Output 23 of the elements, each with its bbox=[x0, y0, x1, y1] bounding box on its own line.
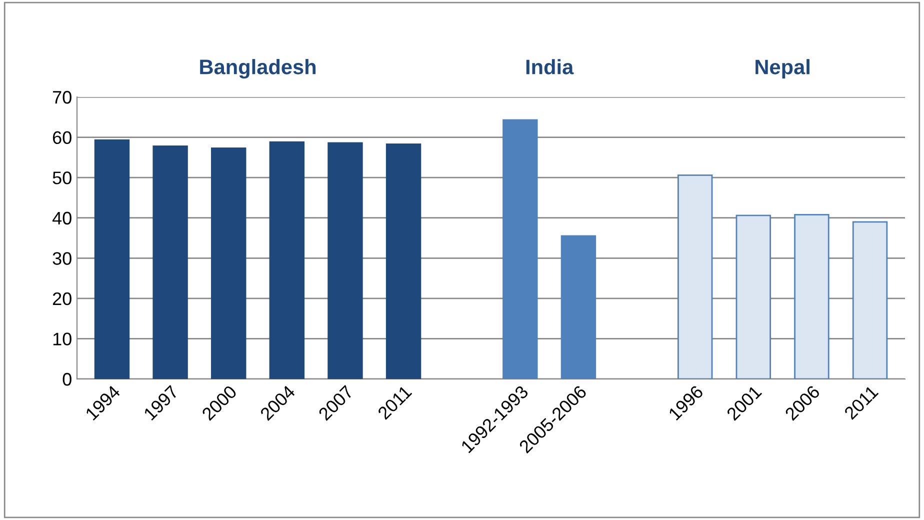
y-tick-label: 20 bbox=[52, 292, 72, 306]
bar bbox=[386, 143, 422, 379]
bar bbox=[852, 221, 888, 379]
y-tick-label: 50 bbox=[52, 172, 72, 184]
bar bbox=[502, 119, 538, 379]
bar bbox=[94, 139, 130, 379]
bar bbox=[269, 141, 305, 379]
y-tick-label: 70 bbox=[52, 90, 72, 104]
text: India bbox=[526, 59, 574, 74]
bar bbox=[211, 147, 246, 379]
y-tick-label: 60 bbox=[52, 131, 72, 144]
y-tick-label: 30 bbox=[52, 252, 72, 265]
bar bbox=[794, 214, 830, 379]
y-tick-label: 0 bbox=[62, 372, 72, 386]
bar bbox=[677, 174, 713, 379]
bar bbox=[736, 214, 771, 379]
text: Nepal bbox=[756, 59, 810, 79]
bar bbox=[560, 235, 596, 379]
bar bbox=[328, 142, 363, 379]
bar bbox=[152, 145, 188, 379]
y-tick-label: 10 bbox=[53, 332, 72, 346]
y-tick-label: 40 bbox=[52, 212, 72, 225]
text: Bangladesh bbox=[200, 59, 316, 79]
